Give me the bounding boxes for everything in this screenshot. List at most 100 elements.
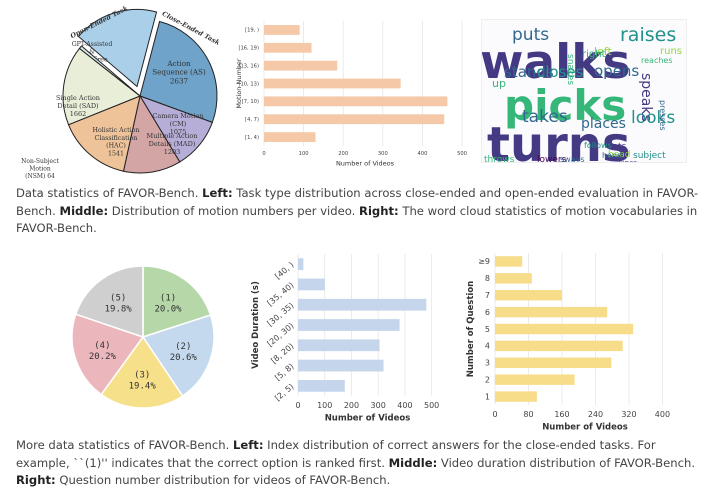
bar-1 bbox=[495, 391, 537, 402]
task-slice-label-action-sequence-as: Action bbox=[166, 59, 191, 68]
top-caption-middle-text: Distribution of motion numbers per video… bbox=[108, 203, 360, 218]
xtick-label-0: 0 bbox=[262, 151, 265, 157]
xtick-label-400: 400 bbox=[417, 151, 427, 157]
ytick-label-1-4: [1, 4) bbox=[245, 135, 259, 141]
top-caption: Data statistics of FAVOR-Bench. Left: Ta… bbox=[16, 185, 706, 238]
xtick-label-100: 100 bbox=[299, 151, 309, 157]
answer-slice-name-4: (4) bbox=[94, 341, 110, 351]
task-slice-holistic-action-classification-hac bbox=[67, 95, 141, 172]
answer-slice-percent-2: 20.6% bbox=[170, 353, 198, 363]
ytick-label-4: 4 bbox=[485, 342, 490, 351]
bar-19 bbox=[264, 25, 300, 35]
xtick-label-400: 400 bbox=[655, 410, 670, 419]
ytick-label-8: 8 bbox=[485, 274, 490, 283]
ytick-label-10-13: [10, 13) bbox=[238, 81, 259, 87]
wordcloud-word-reaches: reaches bbox=[641, 56, 673, 65]
y-axis-label: Video Duration (s) bbox=[251, 281, 261, 369]
wordcloud-word-walks: walks bbox=[481, 35, 631, 90]
answer-slice-percent-5: 19.8% bbox=[105, 304, 133, 314]
bar-2-5 bbox=[298, 379, 345, 392]
wordcloud-word-stands: stands bbox=[504, 63, 554, 81]
wordcloud-word-puts: puts bbox=[512, 25, 550, 45]
wordcloud-word-hand: hand bbox=[602, 151, 623, 160]
task-slice-label-holistic-action-classification-hac: Holistic Action bbox=[92, 127, 139, 134]
answer-slice-name-2: (2) bbox=[175, 342, 191, 352]
ytick-label-3: 3 bbox=[485, 359, 490, 368]
wordcloud-word-turns: turns bbox=[487, 117, 631, 163]
task-slice-label-camera-motion-cm: 1075 bbox=[170, 128, 187, 136]
question-number-bar-svg: 1 2 3 4 5 6 7 8 ≥9 0 80 160 240 320 400 Number of Video… bbox=[466, 253, 670, 433]
xtick-label-160: 160 bbox=[554, 410, 569, 419]
ytick-label-13-16: [13, 16) bbox=[238, 63, 259, 69]
answer-slice-percent-3: 19.4% bbox=[129, 382, 157, 392]
bar-4-7 bbox=[264, 114, 445, 125]
top-caption-left-label: Left: bbox=[202, 186, 233, 200]
xtick-label-240: 240 bbox=[588, 410, 603, 419]
bar-5 bbox=[495, 323, 634, 335]
task-slice-label-camera-motion-cm: (CM) bbox=[170, 120, 187, 128]
answer-slice-percent-1: 20.0% bbox=[154, 305, 182, 315]
answer-slice-1 bbox=[142, 265, 212, 339]
ytick-label-1: 1 bbox=[485, 392, 490, 401]
xtick-label-400: 400 bbox=[397, 401, 412, 410]
wordcloud-word-lowers: lowers bbox=[537, 155, 567, 163]
motion-word-cloud: walks picks turns puts raises stands closes ope… bbox=[481, 19, 687, 163]
bar-2 bbox=[495, 374, 575, 385]
ytick-label-16-19: [16, 19) bbox=[238, 46, 259, 52]
task-slice-label-multiple-action-details-mad: Multiple Action bbox=[147, 132, 198, 140]
ytick-label-2: 2 bbox=[485, 375, 490, 384]
wordcloud-word-right: right bbox=[582, 49, 606, 60]
task-slice-label-gpt-assisted-llm-free: & bbox=[89, 49, 95, 56]
x-axis-label: Number of Videos bbox=[336, 160, 395, 168]
top-caption-right-text: The word cloud statistics of motion voca… bbox=[16, 203, 698, 236]
answer-slice-name-5: (5) bbox=[110, 293, 126, 303]
wordcloud-word-eats: eats bbox=[607, 142, 627, 152]
x-axis-label: Number of Videos bbox=[542, 423, 628, 433]
bar-8 bbox=[495, 273, 532, 284]
bar-1-4 bbox=[264, 132, 316, 142]
bar-30-35 bbox=[298, 298, 427, 311]
bottom-caption-left-label: Left: bbox=[232, 438, 264, 452]
wordcloud-word-wipes: wipes bbox=[617, 159, 638, 163]
bar-7-10 bbox=[264, 96, 448, 107]
task-slice-label-action-sequence-as: 2637 bbox=[170, 76, 189, 85]
answer-index-pie-chart: (1) 20.0% (2) 20.6% (3) 19.4% (4) 20.2% (5) 19.8% bbox=[0, 0, 230, 430]
task-slice-label-holistic-action-classification-hac: Classification bbox=[95, 135, 138, 142]
ytick-label-6: 6 bbox=[485, 308, 490, 317]
ytick-label-7: 7 bbox=[485, 291, 490, 300]
bar-5-8 bbox=[298, 359, 384, 372]
task-slice-label-multiple-action-details-mad: Details (MAD) bbox=[149, 140, 196, 148]
xtick-label-100: 100 bbox=[317, 401, 332, 410]
bottom-caption-lead: More data statistics of FAVOR-Bench. bbox=[16, 438, 233, 452]
top-caption-lead: Data statistics of FAVOR-Bench. bbox=[16, 186, 203, 200]
wordcloud-word-picks: picks bbox=[504, 81, 627, 130]
wordcloud-word-up: up bbox=[492, 77, 506, 90]
wordcloud-word-left: left bbox=[594, 45, 612, 58]
wordcloud-word-head: head bbox=[608, 150, 631, 160]
task-slice-label-gpt-assisted-llm-free: GPT-Assisted bbox=[72, 41, 113, 48]
wordcloud-word-runs: runs bbox=[660, 46, 682, 57]
xtick-label-200: 200 bbox=[338, 151, 348, 157]
ytick-label-7-10: [7, 10) bbox=[242, 99, 259, 105]
video-duration-bar-chart: [2, 5) [5, 8) [8, 20) [20, 30) [30, 35) [35, … bbox=[251, 254, 439, 424]
wordcloud-word-subject: subject bbox=[633, 151, 666, 161]
wordcloud-word-throws: throws bbox=[484, 155, 515, 163]
task-slice-label-single-action-detail-sad: Single Action bbox=[56, 94, 100, 102]
bar-20-30 bbox=[298, 319, 400, 331]
wordcloud-word-raises: raises bbox=[620, 24, 677, 46]
bar-3 bbox=[495, 357, 612, 369]
task-slice-non-subject-motion-nsm bbox=[78, 45, 141, 97]
y-axis-label: Number of Question bbox=[466, 281, 476, 378]
motion-number-bar-svg: [1, 4) [4, 7) [7, 10) [10, 13) [13, 16) [16, … bbox=[235, 21, 467, 168]
answer-slice-2 bbox=[141, 314, 215, 398]
ytick-label-19: [19, ) bbox=[245, 28, 259, 34]
task-slice-label-single-action-detail-sad: Detail (SAD) bbox=[57, 102, 99, 110]
xtick-label-80: 80 bbox=[523, 410, 533, 419]
wordcloud-word-takes: takes bbox=[522, 107, 568, 127]
wordcloud-word-looks: looks bbox=[631, 108, 676, 128]
task-slice-label-camera-motion-cm: Camera Motion bbox=[152, 112, 203, 120]
x-axis-label: Number of Videos bbox=[325, 414, 411, 424]
task-type-pie-svg: GPT-Assisted&LLM-Free1776ActionSequence … bbox=[21, 4, 221, 180]
answer-slice-name-3: (3) bbox=[134, 371, 150, 381]
bar-4 bbox=[495, 340, 623, 352]
